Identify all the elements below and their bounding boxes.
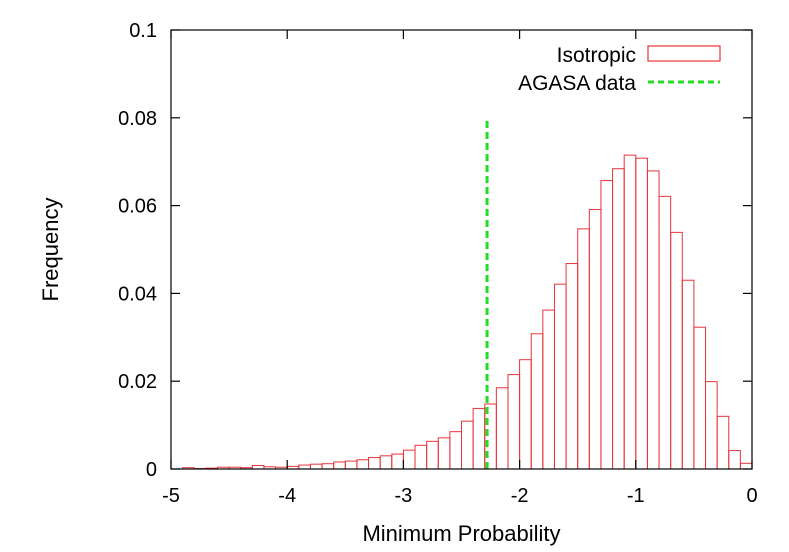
plot-frame [170,29,753,470]
x-tick-label: -1 [627,485,645,507]
axis-ticks: -5 -4 -3 -2 -1 0 0 0.02 0.04 0.06 0.08 0.1 [118,20,758,507]
legend-label-isotropic: Isotropic [557,44,636,67]
legend-label-agasa-data: AGASA data [518,72,636,95]
y-tick-label: 0.02 [118,371,157,393]
x-tick-label: -3 [395,485,413,507]
legend-swatch-isotropic [647,45,721,62]
y-tick-label: 0.04 [118,283,157,305]
x-tick-label: -2 [511,485,529,507]
x-tick-label: -4 [278,485,296,507]
x-axis-label: Minimum Probability [362,521,560,546]
y-tick-label: 0.1 [129,20,157,42]
x-tick-label: 0 [746,485,757,507]
x-tick-label: -5 [162,485,180,507]
y-tick-label: 0 [146,459,157,481]
y-axis-label: Frequency [38,198,63,302]
legend: Isotropic AGASA data [518,44,721,95]
y-tick-label: 0.08 [118,108,157,130]
y-tick-label: 0.06 [118,196,157,218]
